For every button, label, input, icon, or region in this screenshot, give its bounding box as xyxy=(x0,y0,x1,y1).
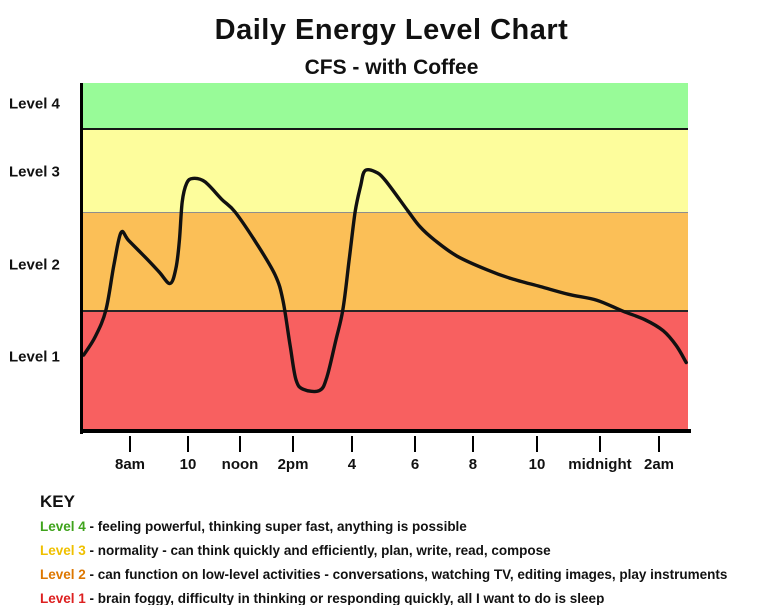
y-label-level-2: Level 2 xyxy=(9,256,60,274)
key-heading: KEY xyxy=(40,492,75,511)
key-item-level-2: Level 2 - can function on low-level acti… xyxy=(40,563,780,587)
x-tick-noon xyxy=(238,436,241,452)
key-level-label: Level 4 xyxy=(40,519,90,534)
key-item-level-4: Level 4 - feeling powerful, thinking sup… xyxy=(40,515,780,539)
y-label-level-4: Level 4 xyxy=(9,95,60,113)
x-tick-label-noon: noon xyxy=(221,456,259,473)
key-section: KEY Level 4 - feeling powerful, thinking… xyxy=(40,492,780,605)
y-label-level-3: Level 3 xyxy=(9,163,60,181)
x-tick-label-10: 10 xyxy=(528,456,546,473)
chart-title: Daily Energy Level Chart xyxy=(214,14,569,46)
x-tick-label-2am: 2am xyxy=(644,456,675,473)
x-tick-10 xyxy=(535,436,538,452)
key-level-description: - can function on low-level activities -… xyxy=(89,567,728,582)
band-level-4 xyxy=(83,83,688,128)
x-tick-8am xyxy=(129,436,131,452)
band-level-2 xyxy=(83,212,688,310)
key-level-description: - brain foggy, difficulty in thinking or… xyxy=(89,591,605,605)
x-tick-midnight xyxy=(598,436,601,452)
energy-curve xyxy=(81,168,688,394)
band-level-3 xyxy=(83,128,688,212)
y-label-level-1: Level 1 xyxy=(9,348,60,366)
plot-area: 8am 10 noon 2pm 4 6 8 10 midnight 2am xyxy=(80,83,691,473)
x-tick-2pm xyxy=(291,436,294,452)
x-tick-label-8am: 8am xyxy=(114,456,146,473)
x-tick-label-10: 10 xyxy=(179,456,197,473)
key-items: Level 4 - feeling powerful, thinking sup… xyxy=(40,515,780,605)
key-level-description: - normality - can think quickly and effi… xyxy=(89,543,551,558)
key-item-level-3: Level 3 - normality - can think quickly … xyxy=(40,539,780,563)
x-tick-label-8: 8 xyxy=(468,456,478,473)
key-item-level-1: Level 1 - brain foggy, difficulty in thi… xyxy=(40,587,780,605)
x-tick-label-4: 4 xyxy=(347,456,357,473)
x-tick-10 xyxy=(187,436,190,452)
band-level-1 xyxy=(83,310,688,432)
key-level-label: Level 3 xyxy=(40,543,90,558)
x-tick-label-2pm: 2pm xyxy=(277,456,309,473)
key-level-label: Level 2 xyxy=(40,567,90,582)
x-axis-line xyxy=(80,429,691,433)
x-tick-8 xyxy=(471,436,474,452)
x-tick-2am xyxy=(658,436,661,452)
x-tick-label-6: 6 xyxy=(410,456,420,473)
key-level-description: - feeling powerful, thinking super fast,… xyxy=(89,519,467,534)
key-level-label: Level 1 xyxy=(40,591,90,605)
energy-curve-layer xyxy=(81,168,688,394)
y-axis-line xyxy=(80,83,83,434)
x-tick-6 xyxy=(414,436,417,452)
x-tick-label-midnight: midnight xyxy=(568,456,632,473)
chart-subtitle: CFS - with Coffee xyxy=(304,56,479,79)
x-tick-4 xyxy=(350,436,353,452)
